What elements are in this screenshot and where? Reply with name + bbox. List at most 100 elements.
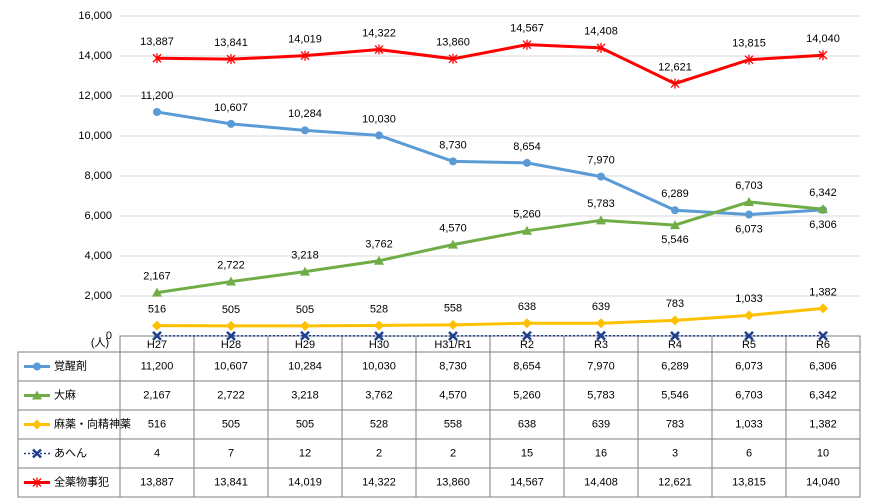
table-cell: 2,722: [217, 389, 245, 401]
table-cell: 13,815: [732, 476, 766, 488]
data-label: 13,860: [436, 37, 470, 49]
data-label: 6,342: [809, 187, 837, 199]
table-cell: 14,019: [288, 476, 322, 488]
data-label: 7,970: [587, 155, 615, 167]
data-label: 10,030: [362, 113, 396, 125]
marker: [300, 320, 310, 331]
marker: [226, 276, 236, 286]
table-cell: 2: [376, 447, 382, 459]
table-cell: 4,570: [439, 389, 467, 401]
table-cell: 783: [666, 418, 684, 430]
table-cell: 15: [521, 447, 533, 459]
marker: [744, 330, 754, 341]
marker: [522, 330, 532, 341]
x-tick-label: H27: [147, 339, 167, 351]
marker: [449, 157, 457, 166]
table-cell: 14,567: [510, 476, 544, 488]
data-label: 3,762: [365, 239, 393, 251]
marker: [152, 53, 162, 64]
marker: [226, 320, 236, 331]
x-tick-label: H29: [295, 339, 315, 351]
table-cell: 5,783: [587, 389, 615, 401]
legend-marker: [32, 390, 42, 400]
data-label: 4,570: [439, 223, 467, 235]
table-cell: 13,887: [140, 476, 174, 488]
data-label: 638: [518, 301, 536, 313]
x-tick-label: R4: [668, 339, 682, 351]
marker: [670, 220, 680, 230]
table-cell: 3,762: [365, 389, 393, 401]
data-label: 5,546: [661, 234, 689, 246]
x-tick-label: H30: [369, 339, 389, 351]
data-label: 13,815: [732, 38, 766, 50]
table-cell: 1,033: [735, 418, 763, 430]
table-cell: 14,408: [584, 476, 618, 488]
table-cell: 5,260: [513, 389, 541, 401]
marker: [32, 477, 42, 488]
marker: [523, 158, 531, 167]
data-label: 14,019: [288, 34, 322, 46]
marker: [671, 206, 679, 215]
x-tick-label: R3: [594, 339, 608, 351]
table-cell: 3: [672, 447, 678, 459]
data-label: 8,730: [439, 139, 467, 151]
table-cell: 3,218: [291, 389, 319, 401]
data-label: 12,621: [658, 61, 692, 73]
data-label: 14,322: [362, 27, 396, 39]
table-cell: 558: [444, 418, 462, 430]
table-cell: 5,546: [661, 389, 689, 401]
marker: [596, 215, 606, 225]
marker: [818, 330, 828, 341]
table-cell: 6,342: [809, 389, 837, 401]
marker: [818, 50, 828, 61]
y-tick-label: 8,000: [84, 170, 112, 182]
table-cell: 505: [222, 418, 240, 430]
table-cell: 6,703: [735, 389, 763, 401]
table-cell: 8,730: [439, 360, 467, 372]
marker: [32, 448, 42, 459]
marker: [226, 330, 236, 341]
data-label: 6,289: [661, 188, 689, 200]
data-label: 3,218: [291, 250, 319, 262]
series-line: [156, 200, 824, 295]
table-cell: 8,654: [513, 360, 541, 372]
table-cell: 7: [228, 447, 234, 459]
data-label: 528: [370, 303, 388, 315]
marker: [374, 255, 384, 265]
data-label: 8,654: [513, 141, 541, 153]
legend-label: 麻薬・向精神薬: [54, 416, 131, 430]
data-label: 14,040: [806, 33, 840, 45]
marker: [448, 53, 458, 64]
table-cell: 10,607: [214, 360, 248, 372]
data-label: 505: [222, 304, 240, 316]
marker: [596, 318, 606, 329]
y-tick-label: 10,000: [78, 130, 112, 142]
marker: [597, 172, 605, 181]
marker: [300, 50, 310, 61]
table-cell: 516: [148, 418, 166, 430]
data-label: 13,841: [214, 37, 248, 49]
marker: [227, 119, 235, 128]
data-label: 783: [666, 298, 684, 310]
table-cell: 6,289: [661, 360, 689, 372]
table-cell: 4: [154, 447, 160, 459]
legend-label: あへん: [54, 446, 87, 459]
data-label: 10,607: [214, 102, 248, 114]
marker: [596, 42, 606, 53]
marker: [745, 210, 753, 219]
table-row-border: [17, 438, 861, 469]
data-label: 516: [148, 304, 166, 316]
marker: [670, 78, 680, 89]
y-tick-label: 0: [106, 330, 112, 342]
marker: [32, 419, 42, 430]
data-label: 10,284: [288, 108, 322, 120]
legend-marker: [32, 477, 42, 488]
marker: [375, 131, 383, 140]
table-cell: 12: [299, 447, 311, 459]
table-cell: 6,306: [809, 360, 837, 372]
table-cell: 7,970: [587, 360, 615, 372]
marker: [670, 331, 680, 341]
data-label: 1,382: [809, 286, 837, 298]
table-cell: 1,382: [809, 418, 837, 430]
series-line: [156, 110, 824, 217]
